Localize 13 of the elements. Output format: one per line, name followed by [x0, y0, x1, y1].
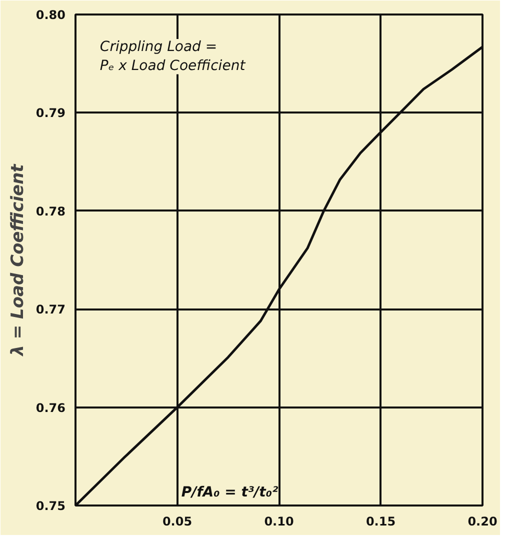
annotation: P/fA₀ = t³/t₀²: [181, 484, 279, 501]
y-tick-label: 0.76: [36, 400, 66, 415]
y-tick-label: 0.75: [36, 499, 66, 513]
x-tick-label: 0.20: [468, 514, 498, 528]
y-tick-label: 0.78: [36, 204, 66, 218]
y-tick-label: 0.77: [36, 302, 66, 317]
x-tick-label: 0.10: [264, 514, 294, 528]
y-tick-label: 0.79: [36, 106, 66, 120]
annotation: Crippling Load = Pₑ x Load Coefficient: [100, 39, 246, 74]
x-tick-label: 0.15: [366, 514, 396, 528]
y-tick-label: 0.80: [36, 8, 66, 22]
y-axis-title: λ = Load Coefficient: [8, 163, 28, 357]
x-tick-label: 0.05: [162, 514, 192, 528]
